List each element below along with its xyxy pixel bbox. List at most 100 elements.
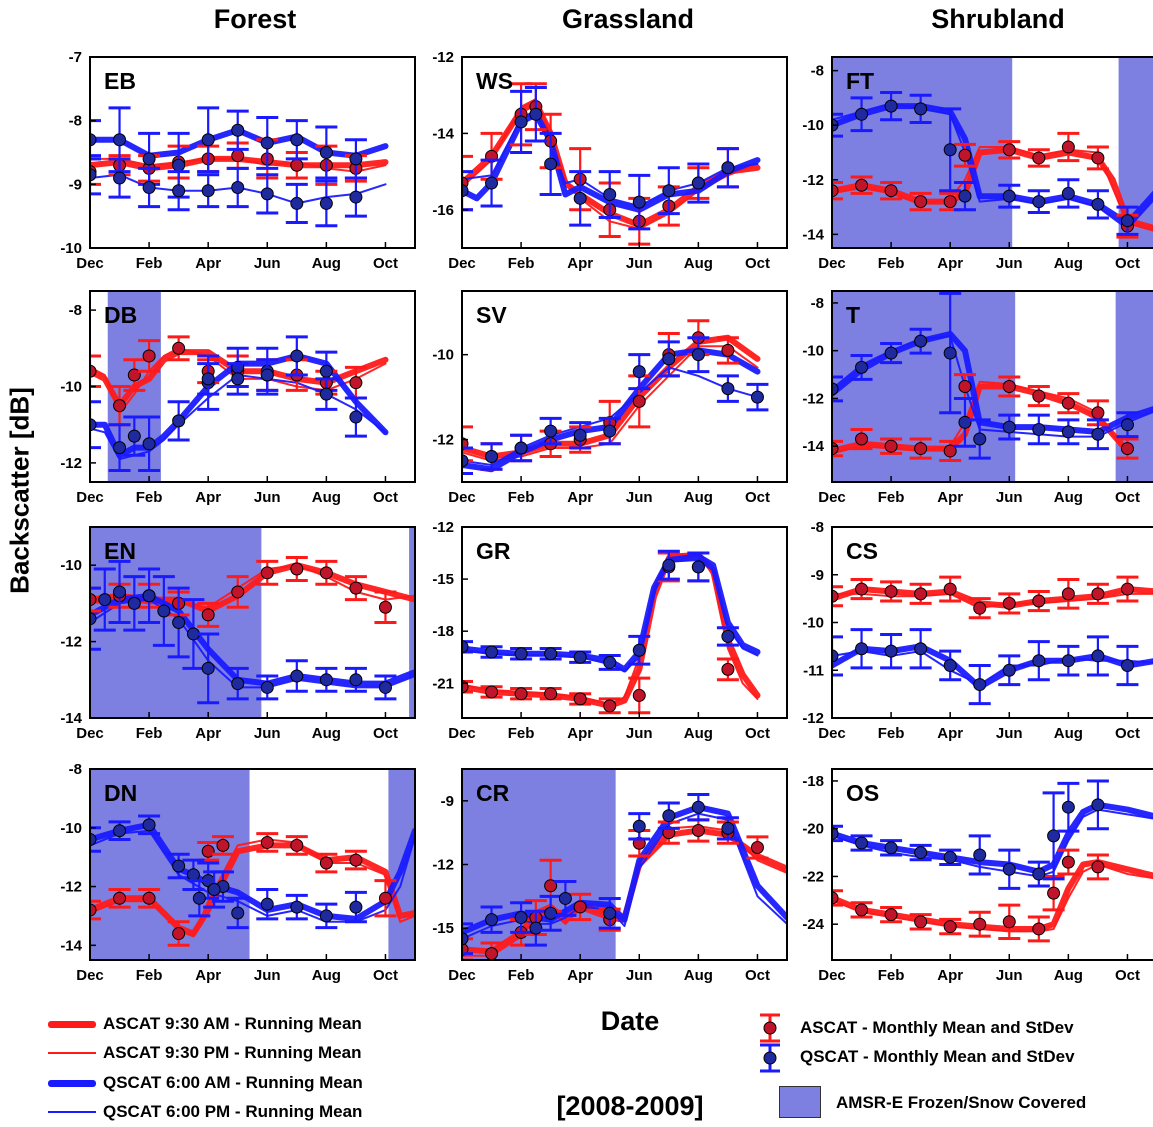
x-tick-label: Dec (448, 967, 476, 984)
y-tick-label: -12 (802, 390, 824, 407)
monthly-mean-marker (1091, 427, 1105, 441)
x-tick-label: Feb (508, 255, 535, 272)
monthly-mean-marker (319, 364, 333, 378)
monthly-mean-marker (1091, 860, 1105, 874)
y-tick-label: -10 (60, 820, 82, 837)
monthly-mean-marker (349, 190, 363, 204)
x-tick-label: Oct (373, 255, 398, 272)
monthly-mean-marker (1002, 915, 1016, 929)
panel-frame (831, 768, 1153, 961)
plot-area (90, 291, 389, 482)
legend-frozen-swatch (779, 1086, 821, 1118)
monthly-mean-marker (172, 616, 186, 629)
x-tick-label: Oct (373, 725, 398, 742)
monthly-mean-marker (319, 909, 333, 923)
x-tick-label: Oct (1115, 255, 1140, 272)
y-tick-label: -18 (432, 623, 454, 640)
monthly-mean-marker (721, 161, 735, 175)
monthly-mean-marker (127, 429, 141, 443)
panel-label: GR (476, 538, 511, 564)
monthly-mean-marker (349, 152, 363, 166)
monthly-mean-marker (1091, 406, 1105, 420)
monthly-mean-marker (201, 661, 215, 675)
x-tick-label: Aug (684, 255, 713, 272)
monthly-mean-marker (914, 102, 928, 116)
monthly-mean-marker (260, 897, 274, 911)
monthly-mean-marker (201, 608, 215, 622)
monthly-mean-marker (1120, 418, 1134, 432)
monthly-mean-marker (127, 596, 141, 610)
monthly-mean-marker (914, 195, 928, 209)
monthly-mean-marker (1061, 396, 1075, 410)
monthly-mean-marker (721, 821, 735, 835)
panel-label: T (846, 302, 860, 328)
panel-gr: GR -12 -15 -18 -21 Dec Feb Apr Jun Aug Oct (432, 519, 788, 742)
monthly-mean-marker (1061, 425, 1075, 439)
monthly-mean-marker (349, 900, 363, 914)
monthly-mean-marker (662, 558, 676, 572)
monthly-mean-marker (142, 589, 156, 603)
x-tick-label: Aug (1054, 255, 1083, 272)
panel-label: DN (104, 780, 137, 806)
x-tick-label: Jun (254, 489, 281, 506)
monthly-mean-marker (750, 841, 764, 855)
monthly-mean-marker (260, 187, 274, 201)
monthly-mean-marker (1002, 596, 1016, 610)
monthly-mean-marker (485, 685, 499, 699)
monthly-mean-marker (349, 853, 363, 867)
y-tick-label: -15 (432, 920, 454, 937)
series-qscat-am (462, 111, 761, 213)
column-title-grassland: Grassland (561, 4, 695, 34)
monthly-mean-marker (290, 133, 304, 147)
monthly-mean-marker (1002, 143, 1016, 157)
monthly-mean-marker (172, 341, 186, 355)
monthly-mean-marker (958, 189, 972, 203)
plot-area (90, 769, 415, 960)
monthly-mean-marker (1120, 442, 1134, 456)
monthly-mean-marker (462, 184, 469, 198)
monthly-mean-marker (973, 601, 987, 615)
monthly-mean-marker (914, 587, 928, 601)
plot-area (832, 291, 1153, 482)
x-tick-label: Jun (996, 967, 1023, 984)
monthly-mean-marker (884, 184, 898, 198)
panel-label: SV (476, 302, 507, 328)
series-qscat-pm (90, 829, 415, 923)
x-tick-label: Apr (195, 255, 221, 272)
monthly-mean-marker (113, 133, 127, 147)
monthly-mean-marker (943, 195, 957, 209)
legend-label-ascat-monthly: ASCAT - Monthly Mean and StDev (800, 1018, 1074, 1037)
x-tick-label: Jun (996, 725, 1023, 742)
monthly-mean-marker (142, 152, 156, 166)
monthly-mean-marker (290, 196, 304, 210)
y-tick-label: -8 (69, 302, 82, 319)
monthly-mean-marker (231, 677, 245, 691)
monthly-mean-marker (172, 859, 186, 873)
monthly-mean-marker (290, 158, 304, 172)
monthly-mean-marker (943, 346, 957, 360)
panel-frame (831, 526, 1153, 719)
monthly-mean-marker (216, 838, 230, 852)
monthly-mean-marker (260, 566, 274, 580)
monthly-mean-marker (1061, 587, 1075, 601)
y-tick-label: -10 (802, 615, 824, 632)
monthly-mean-marker (855, 836, 869, 850)
monthly-mean-marker (260, 136, 274, 150)
monthly-mean-marker (884, 439, 898, 453)
monthly-mean-marker (1032, 195, 1046, 209)
x-tick-label: Oct (745, 967, 770, 984)
series-ascat-am (832, 859, 1153, 932)
monthly-mean-marker (1032, 867, 1046, 881)
monthly-mean-marker (855, 903, 869, 917)
x-axis-label: Date (600, 1006, 660, 1036)
x-tick-label: Oct (745, 725, 770, 742)
monthly-mean-marker (1047, 886, 1061, 900)
x-tick-label: Aug (1054, 725, 1083, 742)
x-tick-label: Apr (937, 489, 963, 506)
y-tick-label: -20 (802, 821, 824, 838)
monthly-mean-marker (113, 399, 127, 413)
frozen-band (409, 527, 415, 718)
monthly-mean-marker (884, 841, 898, 855)
monthly-mean-marker (573, 191, 587, 205)
legend-line-qscat-pm (48, 1111, 96, 1113)
